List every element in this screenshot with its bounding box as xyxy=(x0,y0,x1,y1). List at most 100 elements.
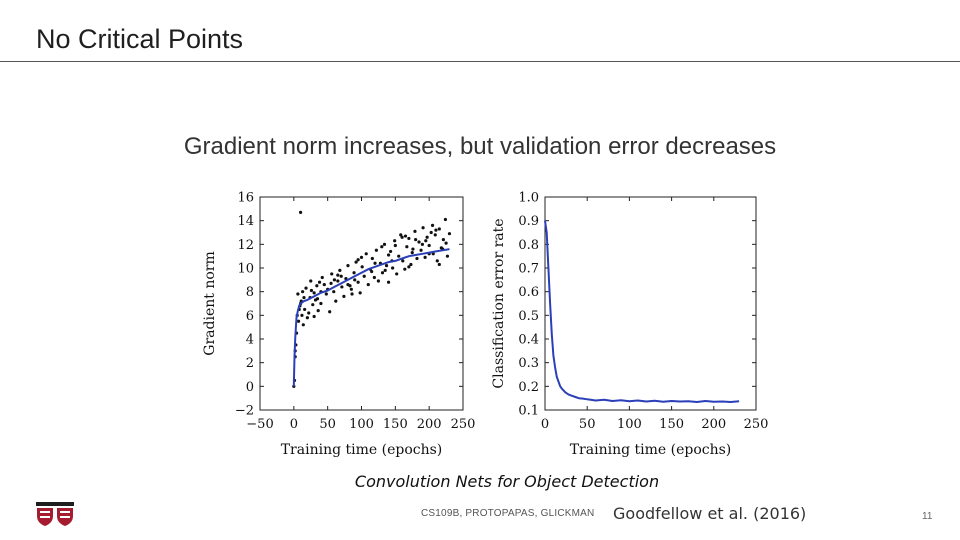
harvard-shield-icon xyxy=(36,502,74,526)
slide-title: No Critical Points xyxy=(36,24,244,54)
y-tick-label: 14 xyxy=(237,214,254,229)
data-point xyxy=(383,268,387,272)
data-point xyxy=(362,274,366,278)
data-point xyxy=(437,262,441,267)
data-point xyxy=(430,223,435,227)
data-point xyxy=(434,228,438,232)
data-point xyxy=(397,254,401,258)
data-point xyxy=(307,311,311,315)
data-point xyxy=(302,295,306,300)
y-tick-label: 0.5 xyxy=(518,309,539,324)
data-point xyxy=(395,272,399,276)
data-point xyxy=(336,273,340,277)
data-point xyxy=(316,309,320,313)
data-point xyxy=(339,274,343,278)
data-point xyxy=(424,239,428,243)
data-point xyxy=(301,323,305,327)
data-point xyxy=(401,259,405,263)
figure-panel: −50 0 50 100 150 200 250 −2 0 2 4 6 8 10 12 14 16 Trainin… xyxy=(190,180,789,465)
data-point xyxy=(304,286,308,290)
data-point xyxy=(322,282,326,287)
x-tick-label: 0 xyxy=(290,417,298,432)
y-tick-label: 0.6 xyxy=(518,285,539,300)
data-point xyxy=(407,236,411,241)
data-point xyxy=(319,301,323,306)
data-point xyxy=(441,238,445,242)
data-point xyxy=(400,235,404,239)
y-tick-label: 16 xyxy=(237,191,254,206)
data-point xyxy=(444,241,448,245)
data-point xyxy=(320,275,324,280)
data-point xyxy=(350,292,354,296)
data-point xyxy=(305,316,309,320)
data-point xyxy=(317,280,322,284)
data-point xyxy=(403,267,407,271)
y-tick-label: 4 xyxy=(246,333,254,348)
x-tick-label: 200 xyxy=(417,417,442,432)
data-point xyxy=(300,313,304,317)
data-point xyxy=(388,249,393,254)
slide-subtitle: Gradient norm increases, but validation … xyxy=(183,133,777,160)
data-point xyxy=(370,269,374,274)
data-point xyxy=(358,291,362,295)
data-point xyxy=(340,285,344,289)
data-point xyxy=(399,233,403,237)
data-point xyxy=(437,227,441,231)
x-tick-label: 50 xyxy=(579,417,596,432)
data-point xyxy=(364,252,368,256)
data-point xyxy=(329,281,333,285)
data-point xyxy=(407,265,411,269)
x-tick-label: −50 xyxy=(246,417,273,432)
y-tick-label: 8 xyxy=(246,285,254,300)
y-axis-label: Gradient norm xyxy=(202,251,218,355)
series-line xyxy=(292,248,450,387)
x-axis-label: Training time (epochs) xyxy=(281,442,443,458)
data-point xyxy=(376,279,381,283)
data-point xyxy=(349,287,353,291)
x-tick-label: 150 xyxy=(383,417,408,432)
x-tick-label: 50 xyxy=(319,417,336,432)
data-point xyxy=(411,247,415,251)
series-line xyxy=(544,220,740,403)
data-point xyxy=(386,280,391,284)
y-tick-label: 0.2 xyxy=(518,380,539,395)
course-label: CS109B, PROTOPAPAS, GLICKMAN xyxy=(421,508,595,519)
y-tick-label: 2 xyxy=(246,356,254,371)
data-point xyxy=(382,242,387,246)
y-tick-label: 0.1 xyxy=(518,404,539,419)
data-point xyxy=(303,307,307,312)
gradient-norm-chart: −50 0 50 100 150 200 250 −2 0 2 4 6 8 10 12 14 16 Trainin… xyxy=(202,191,475,459)
data-point xyxy=(433,233,437,237)
data-point xyxy=(299,210,303,214)
y-tick-label: −2 xyxy=(235,404,254,419)
data-point xyxy=(353,278,357,282)
x-tick-label: 250 xyxy=(451,417,476,432)
data-point xyxy=(301,290,305,294)
data-point xyxy=(420,242,424,246)
data-point xyxy=(332,278,337,282)
data-point xyxy=(421,226,425,230)
data-point xyxy=(414,238,418,242)
data-point xyxy=(309,279,313,283)
data-point xyxy=(391,266,395,270)
x-tick-label: 0 xyxy=(541,417,549,432)
data-point xyxy=(386,253,391,257)
title-divider xyxy=(0,61,960,62)
data-point xyxy=(359,255,364,259)
y-tick-label: 0.9 xyxy=(518,214,539,229)
data-point xyxy=(324,292,328,296)
data-point xyxy=(429,230,433,235)
x-tick-label: 150 xyxy=(659,417,684,432)
data-point xyxy=(384,264,389,268)
y-tick-label: 0.7 xyxy=(518,262,539,277)
data-point xyxy=(296,319,301,323)
data-point xyxy=(360,265,364,269)
data-point xyxy=(447,232,452,236)
data-point xyxy=(354,260,358,264)
y-tick-label: 6 xyxy=(246,309,254,324)
data-point xyxy=(372,275,376,280)
y-axis-label: Classification error rate xyxy=(491,218,507,388)
data-point xyxy=(423,255,427,259)
figure-caption: Convolution Nets for Object Detection xyxy=(354,472,660,491)
data-point xyxy=(346,264,350,268)
